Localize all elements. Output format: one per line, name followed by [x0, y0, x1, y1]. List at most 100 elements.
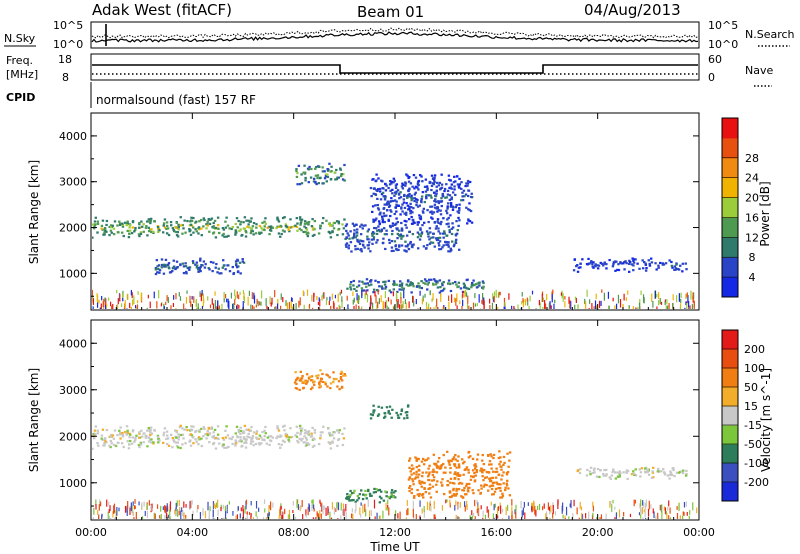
velocity-echo-layer: [92, 369, 698, 528]
echo-cell: [422, 281, 425, 284]
noise-cell: [345, 511, 347, 519]
echo-cell: [325, 219, 328, 222]
echo-cell: [592, 468, 596, 471]
echo-cell: [508, 494, 512, 497]
noise-cell: [436, 298, 438, 307]
colorbar-swatch: [722, 137, 738, 159]
noise-cell: [201, 306, 204, 309]
echo-cell: [96, 222, 100, 225]
echo-cell: [363, 246, 366, 249]
noise-cell: [340, 519, 341, 528]
echo-cell: [399, 234, 403, 237]
noise-cell: [395, 291, 398, 300]
echo-cell: [247, 428, 250, 431]
noise-cell: [429, 518, 432, 519]
echo-cell: [149, 219, 152, 223]
echo-cell: [178, 425, 182, 429]
echo-cell: [363, 289, 366, 292]
echo-cell: [247, 223, 250, 226]
echo-cell: [430, 205, 434, 208]
noise-cell: [482, 293, 484, 299]
noise-cell: [668, 303, 670, 309]
noise-cell: [307, 507, 309, 516]
noise-cell: [320, 502, 322, 507]
echo-cell: [304, 176, 307, 180]
echo-cell: [319, 431, 323, 434]
noise-cell: [248, 511, 251, 516]
echo-cell: [100, 227, 103, 230]
echo-cell: [499, 483, 502, 486]
echo-cell: [377, 405, 380, 408]
echo-cell: [616, 475, 620, 478]
noise-cell: [678, 293, 681, 302]
echo-cell: [349, 489, 352, 493]
echo-cell: [298, 216, 302, 219]
noise-cell: [92, 306, 94, 309]
noise-cell: [539, 302, 541, 309]
noise-cell: [95, 504, 97, 510]
noise-cell: [331, 293, 333, 300]
echo-cell: [221, 445, 224, 448]
echo-cell: [100, 437, 103, 440]
echo-cell: [442, 492, 446, 496]
echo-cell: [204, 433, 207, 436]
echo-cell: [209, 218, 212, 221]
echo-cell: [234, 230, 238, 233]
noise-cell: [531, 506, 533, 513]
noise-cell: [174, 509, 176, 515]
echo-cell: [596, 267, 600, 270]
noise-cell: [372, 302, 374, 309]
echo-cell: [388, 224, 392, 228]
echo-cell: [496, 482, 499, 486]
echo-cell: [470, 221, 474, 224]
noise-cell: [564, 518, 566, 519]
echo-cell: [396, 290, 399, 294]
echo-cell: [372, 236, 376, 239]
echo-cell: [377, 280, 380, 284]
echo-cell: [376, 197, 379, 201]
echo-cell: [156, 435, 160, 439]
noise-cell: [592, 512, 594, 518]
noise-cell: [497, 506, 500, 511]
echo-band: [92, 216, 346, 239]
echo-cell: [457, 478, 460, 481]
noise-cell: [217, 499, 219, 509]
echo-cell: [261, 438, 264, 441]
noise-cell: [196, 309, 197, 317]
noise-cell: [581, 514, 584, 519]
echo-cell: [317, 232, 321, 235]
noise-cell: [211, 298, 213, 305]
echo-cell: [380, 285, 384, 288]
noise-cell: [599, 517, 601, 519]
echo-cell: [172, 440, 176, 443]
echo-cell: [358, 280, 361, 283]
echo-cell: [408, 459, 411, 462]
velocity-x-axis: 00:00 04:00 08:00 12:00 16:00 20:00 00:00: [75, 320, 715, 539]
echo-cell: [464, 184, 467, 188]
echo-cell: [429, 231, 432, 234]
echo-cell: [116, 231, 120, 234]
noise-cell: [514, 509, 516, 515]
echo-cell: [326, 175, 330, 179]
echo-cell: [654, 262, 657, 265]
noise-cell: [489, 304, 491, 309]
echo-cell: [417, 282, 420, 285]
echo-cell: [455, 220, 458, 223]
noise-cell: [474, 499, 476, 507]
echo-cell: [447, 459, 450, 462]
colorbar-swatch: [722, 444, 738, 464]
echo-cell: [436, 238, 440, 242]
noise-cell: [105, 303, 108, 308]
echo-cell: [405, 234, 409, 237]
noise-cell: [424, 293, 426, 298]
noise-cell: [339, 291, 341, 296]
echo-cell: [176, 231, 180, 234]
echo-cell: [344, 224, 348, 228]
echo-cell: [404, 213, 408, 216]
echo-cell: [643, 261, 646, 264]
echo-cell: [425, 471, 428, 474]
noise-cell: [101, 296, 103, 301]
echo-cell: [618, 470, 622, 473]
noise-cell: [180, 510, 182, 519]
echo-cell: [251, 230, 255, 233]
